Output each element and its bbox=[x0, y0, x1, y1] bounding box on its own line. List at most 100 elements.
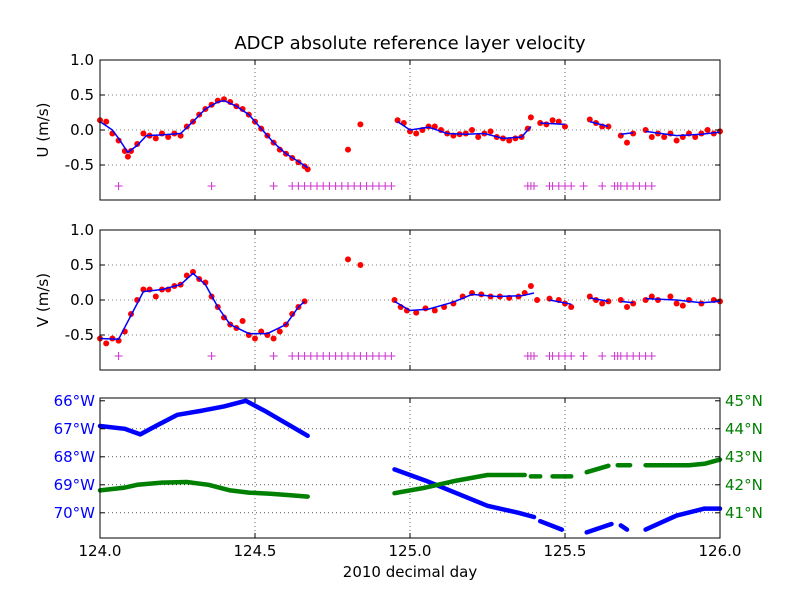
v-obs-point bbox=[673, 300, 680, 307]
v-obs-point bbox=[345, 256, 351, 263]
v-ylabel: V (m/s) bbox=[34, 273, 52, 327]
x-tick-label: 126.0 bbox=[699, 542, 742, 560]
u-obs-point bbox=[512, 135, 519, 142]
v-obs-point bbox=[534, 297, 541, 303]
x-tick-label: 125.5 bbox=[544, 542, 587, 560]
longitude-line bbox=[97, 398, 310, 439]
u-y-tick-label: 0.5 bbox=[70, 86, 94, 104]
u-obs-point bbox=[276, 146, 283, 153]
u-obs-point bbox=[624, 139, 630, 146]
v-smoothed-line bbox=[394, 292, 535, 312]
u-y-tick-label: 1.0 bbox=[70, 51, 94, 69]
v-obs-point bbox=[624, 304, 630, 310]
x-axis-label: 2010 decimal day bbox=[343, 563, 478, 581]
lat-tick-label: 43°N bbox=[725, 448, 763, 466]
v-obs-point bbox=[252, 335, 258, 342]
u-obs-point bbox=[524, 125, 531, 132]
v-smoothed-line bbox=[99, 272, 306, 340]
v-flag-marker bbox=[114, 352, 123, 360]
lat-tick-label: 42°N bbox=[725, 476, 763, 494]
latitude-line bbox=[643, 457, 723, 468]
position-panel: 124.0 124.5 125.0 125.5 126.0 66°W 67°W 68°W 69°… bbox=[54, 392, 763, 560]
u-obs-point bbox=[487, 128, 494, 135]
u-obs-point bbox=[469, 127, 475, 133]
u-flag-marker bbox=[530, 182, 538, 190]
v-y-tick-label: 1.0 bbox=[70, 221, 94, 239]
u-obs-point bbox=[661, 134, 668, 140]
v-obs-point bbox=[648, 293, 655, 300]
v-y-tick-label: 0.0 bbox=[70, 291, 94, 309]
v-plot-frame bbox=[99, 229, 721, 371]
v-flag-marker bbox=[269, 352, 278, 360]
v-y-tick-label: 0.5 bbox=[70, 256, 94, 274]
u-obs-point bbox=[549, 117, 556, 124]
u-obs-point bbox=[304, 166, 311, 173]
longitude-line bbox=[643, 506, 707, 532]
u-obs-point bbox=[692, 134, 699, 140]
v-flag-marker bbox=[647, 352, 656, 360]
u-obs-point bbox=[673, 137, 680, 144]
u-obs-point bbox=[103, 118, 110, 125]
u-obs-point bbox=[140, 130, 147, 137]
u-obs-point bbox=[704, 127, 711, 133]
u-obs-point bbox=[345, 146, 351, 153]
u-obs-point bbox=[475, 134, 482, 140]
position-plot-frame bbox=[99, 397, 721, 539]
u-smoothed-line bbox=[645, 130, 721, 137]
u-y-tick-label: -0.5 bbox=[65, 156, 94, 174]
u-obs-point bbox=[527, 114, 534, 121]
longitude-line bbox=[584, 521, 614, 535]
v-velocity-panel: 1.0 0.5 0.0 -0.5 V (m/s) bbox=[34, 221, 723, 371]
u-flag-marker bbox=[207, 182, 216, 190]
v-smoothed-line bbox=[620, 300, 634, 304]
v-flag-marker bbox=[579, 352, 588, 360]
v-obs-point bbox=[568, 304, 575, 310]
lon-tick-label: 70°W bbox=[54, 504, 96, 522]
u-y-tick-label: 0.0 bbox=[70, 121, 94, 139]
latitude-line bbox=[97, 479, 310, 499]
u-obs-point bbox=[239, 106, 246, 112]
lon-tick-label: 68°W bbox=[54, 448, 96, 466]
v-obs-point bbox=[431, 307, 438, 314]
u-smoothed-line bbox=[397, 120, 532, 140]
v-flag-marker bbox=[598, 352, 607, 360]
v-flag-marker bbox=[387, 352, 396, 360]
v-flag-marker bbox=[207, 352, 216, 360]
u-ylabel: U (m/s) bbox=[34, 103, 52, 158]
v-y-tick-label: -0.5 bbox=[65, 326, 94, 344]
lat-tick-label: 41°N bbox=[725, 504, 763, 522]
v-obs-point bbox=[599, 300, 606, 307]
u-flag-marker bbox=[269, 182, 278, 190]
v-obs-point bbox=[239, 318, 246, 324]
u-smoothed-line bbox=[99, 99, 309, 169]
v-obs-point bbox=[667, 293, 674, 300]
u-smoothed-line bbox=[620, 132, 634, 135]
longitude-line bbox=[537, 518, 565, 532]
x-tick-label: 124.0 bbox=[79, 542, 122, 560]
v-obs-point bbox=[642, 297, 649, 303]
v-smoothed-line bbox=[549, 299, 572, 305]
v-obs-point bbox=[527, 283, 534, 289]
v-obs-point bbox=[270, 335, 277, 342]
u-obs-point bbox=[543, 121, 550, 128]
v-obs-point bbox=[422, 305, 429, 312]
v-flag-marker bbox=[567, 352, 576, 360]
u-smoothed-line bbox=[540, 122, 566, 126]
lon-tick-label: 67°W bbox=[54, 420, 96, 438]
longitude-line bbox=[392, 467, 537, 520]
v-obs-point bbox=[152, 293, 159, 300]
x-tick-label: 125.0 bbox=[389, 542, 432, 560]
u-obs-point bbox=[394, 117, 401, 124]
v-flag-marker bbox=[530, 352, 538, 360]
u-obs-point bbox=[648, 134, 655, 140]
v-obs-point bbox=[276, 328, 283, 335]
u-velocity-panel: 1.0 0.5 0.0 -0.5 U (m/s) bbox=[34, 51, 723, 201]
lat-tick-label: 44°N bbox=[725, 420, 763, 438]
u-obs-point bbox=[357, 121, 364, 128]
u-obs-point bbox=[134, 141, 141, 147]
lon-tick-label: 66°W bbox=[54, 392, 96, 410]
u-plot-frame bbox=[99, 59, 721, 201]
v-obs-point bbox=[413, 309, 420, 316]
v-obs-point bbox=[103, 340, 110, 347]
u-obs-point bbox=[165, 134, 172, 140]
